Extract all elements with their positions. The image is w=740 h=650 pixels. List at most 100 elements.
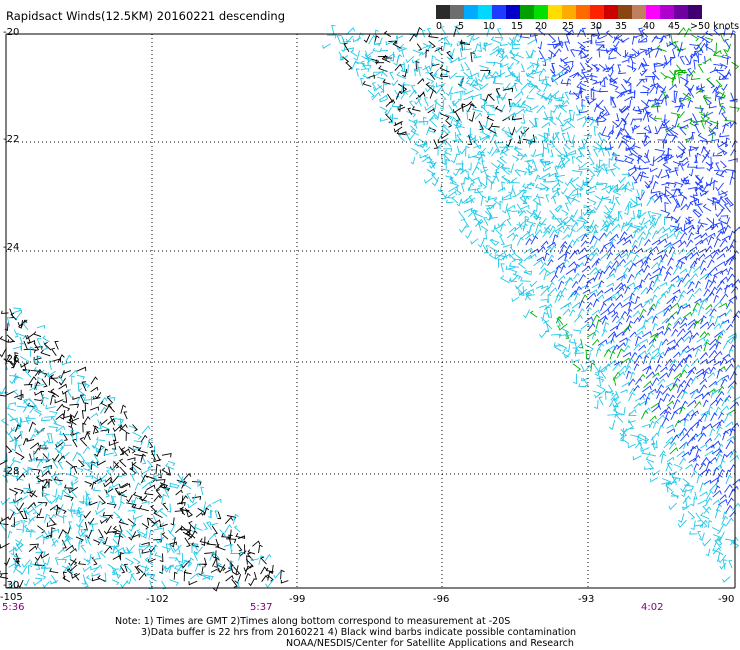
wind-barb — [721, 397, 730, 407]
wind-barb — [650, 189, 661, 194]
wind-barb — [729, 106, 740, 112]
wind-barb — [651, 377, 660, 387]
wind-barb — [71, 573, 81, 579]
wind-barb — [675, 230, 683, 240]
wind-barb — [718, 312, 727, 318]
wind-barb — [659, 450, 666, 458]
wind-barb — [481, 160, 485, 169]
wind-barb — [560, 79, 572, 85]
wind-barb — [191, 496, 202, 501]
wind-barb — [88, 521, 98, 526]
wind-barb — [9, 508, 17, 516]
wind-barb — [712, 547, 721, 555]
wind-barb — [118, 458, 127, 468]
wind-barb — [91, 577, 100, 582]
wind-barb — [0, 347, 7, 358]
wind-barb — [178, 552, 184, 564]
wind-barb — [725, 469, 731, 478]
wind-barb — [454, 90, 464, 95]
wind-barb — [696, 336, 706, 343]
wind-barb — [649, 477, 659, 483]
wind-barb — [133, 557, 141, 565]
wind-barb — [623, 259, 634, 268]
wind-barb — [596, 166, 605, 177]
wind-barb — [467, 134, 473, 145]
wind-barb — [664, 96, 669, 106]
wind-barb — [669, 363, 677, 372]
wind-barb — [657, 378, 666, 386]
wind-barb — [721, 235, 731, 241]
wind-barb — [27, 564, 33, 575]
wind-barb — [700, 232, 708, 239]
wind-barb — [680, 261, 686, 270]
wind-barb — [472, 105, 483, 113]
wind-barb — [647, 307, 655, 316]
wind-barb — [410, 84, 417, 95]
wind-barb — [410, 147, 419, 155]
wind-barb — [525, 107, 533, 113]
wind-barb — [558, 40, 563, 49]
colorbar-label: 40 — [643, 21, 656, 32]
wind-barb — [51, 358, 62, 363]
wind-barb — [23, 340, 29, 351]
wind-barb — [562, 233, 570, 241]
wind-barb — [731, 61, 740, 70]
wind-barb — [717, 531, 725, 541]
wind-barb — [539, 158, 546, 168]
wind-barb — [12, 345, 22, 350]
wind-barb — [17, 444, 23, 453]
wind-barb — [631, 48, 640, 58]
wind-barb — [594, 399, 599, 410]
wind-barb — [699, 519, 708, 528]
wind-barb — [501, 196, 512, 201]
wind-barb — [600, 302, 607, 312]
wind-barb — [474, 77, 479, 86]
wind-barb — [572, 363, 582, 372]
wind-barb — [687, 281, 695, 290]
wind-barb — [575, 156, 583, 163]
wind-barb — [208, 533, 217, 540]
wind-barb — [14, 393, 24, 399]
wind-barb — [70, 509, 75, 518]
wind-barb — [534, 117, 539, 128]
wind-barb — [632, 61, 636, 71]
wind-barb — [535, 284, 544, 289]
wind-barb — [50, 474, 58, 485]
wind-barb — [567, 291, 576, 301]
wind-barb — [15, 543, 23, 553]
wind-barb — [622, 79, 632, 87]
wind-barb — [624, 185, 633, 192]
wind-barb — [62, 554, 71, 559]
wind-barb — [714, 508, 721, 519]
wind-barb — [691, 375, 699, 385]
wind-barb — [616, 342, 626, 350]
wind-barb — [693, 266, 702, 273]
wind-barb — [722, 559, 728, 570]
wind-barb — [729, 428, 736, 437]
wind-barb — [423, 146, 431, 153]
wind-barb — [607, 295, 616, 301]
wind-barb — [246, 555, 251, 565]
wind-barb — [472, 156, 481, 161]
wind-barb — [682, 179, 691, 185]
wind-barb — [398, 47, 407, 53]
wind-barb — [568, 338, 577, 344]
wind-barb — [612, 401, 622, 408]
wind-barb — [444, 43, 453, 48]
wind-barb — [161, 453, 172, 458]
wind-barb — [728, 158, 738, 163]
wind-barb — [693, 462, 700, 471]
wind-barb — [614, 262, 622, 273]
wind-barb — [672, 161, 681, 167]
wind-barb — [564, 202, 570, 211]
wind-barb — [114, 568, 119, 579]
wind-barb — [114, 487, 120, 496]
wind-barb — [562, 308, 571, 316]
wind-barb — [654, 98, 664, 105]
wind-barb — [72, 451, 81, 462]
wind-barb — [713, 538, 721, 548]
wind-barb — [665, 169, 670, 178]
wind-barb — [575, 184, 584, 192]
wind-barb — [22, 437, 29, 446]
wind-barb — [626, 358, 634, 368]
